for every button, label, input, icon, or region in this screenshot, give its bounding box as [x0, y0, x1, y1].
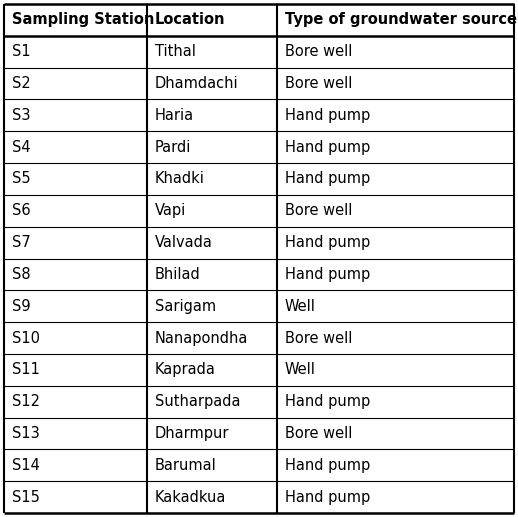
Text: Location: Location — [155, 12, 225, 27]
Text: S10: S10 — [12, 330, 40, 345]
Text: Sutharpada: Sutharpada — [155, 394, 240, 409]
Text: Hand pump: Hand pump — [285, 235, 370, 250]
Text: Pardi: Pardi — [155, 140, 191, 155]
Text: Dharmpur: Dharmpur — [155, 426, 229, 441]
Text: S2: S2 — [12, 76, 31, 91]
Text: Hand pump: Hand pump — [285, 172, 370, 187]
Text: Kaprada: Kaprada — [155, 362, 215, 377]
Text: Hand pump: Hand pump — [285, 267, 370, 282]
Text: Bore well: Bore well — [285, 426, 352, 441]
Text: Bore well: Bore well — [285, 330, 352, 345]
Text: S7: S7 — [12, 235, 31, 250]
Text: S12: S12 — [12, 394, 40, 409]
Text: S8: S8 — [12, 267, 31, 282]
Text: Bore well: Bore well — [285, 76, 352, 91]
Text: Sarigam: Sarigam — [155, 299, 216, 314]
Text: Haria: Haria — [155, 108, 194, 123]
Text: Khadki: Khadki — [155, 172, 205, 187]
Text: Type of groundwater source: Type of groundwater source — [285, 12, 517, 27]
Text: Hand pump: Hand pump — [285, 490, 370, 505]
Text: Valvada: Valvada — [155, 235, 213, 250]
Text: Hand pump: Hand pump — [285, 140, 370, 155]
Text: Vapi: Vapi — [155, 203, 186, 218]
Text: S5: S5 — [12, 172, 31, 187]
Text: Sampling Station: Sampling Station — [12, 12, 154, 27]
Text: Bore well: Bore well — [285, 44, 352, 59]
Text: Dhamdachi: Dhamdachi — [155, 76, 238, 91]
Text: Hand pump: Hand pump — [285, 394, 370, 409]
Text: Hand pump: Hand pump — [285, 108, 370, 123]
Text: S14: S14 — [12, 458, 40, 473]
Text: Tithal: Tithal — [155, 44, 196, 59]
Text: S1: S1 — [12, 44, 31, 59]
Text: Bore well: Bore well — [285, 203, 352, 218]
Text: S13: S13 — [12, 426, 40, 441]
Text: Kakadkua: Kakadkua — [155, 490, 226, 505]
Text: S9: S9 — [12, 299, 31, 314]
Text: S15: S15 — [12, 490, 40, 505]
Text: Hand pump: Hand pump — [285, 458, 370, 473]
Text: Bhilad: Bhilad — [155, 267, 200, 282]
Text: Well: Well — [285, 299, 316, 314]
Text: S4: S4 — [12, 140, 31, 155]
Text: Nanapondha: Nanapondha — [155, 330, 248, 345]
Text: S3: S3 — [12, 108, 31, 123]
Text: S6: S6 — [12, 203, 31, 218]
Text: S11: S11 — [12, 362, 40, 377]
Text: Barumal: Barumal — [155, 458, 217, 473]
Text: Well: Well — [285, 362, 316, 377]
